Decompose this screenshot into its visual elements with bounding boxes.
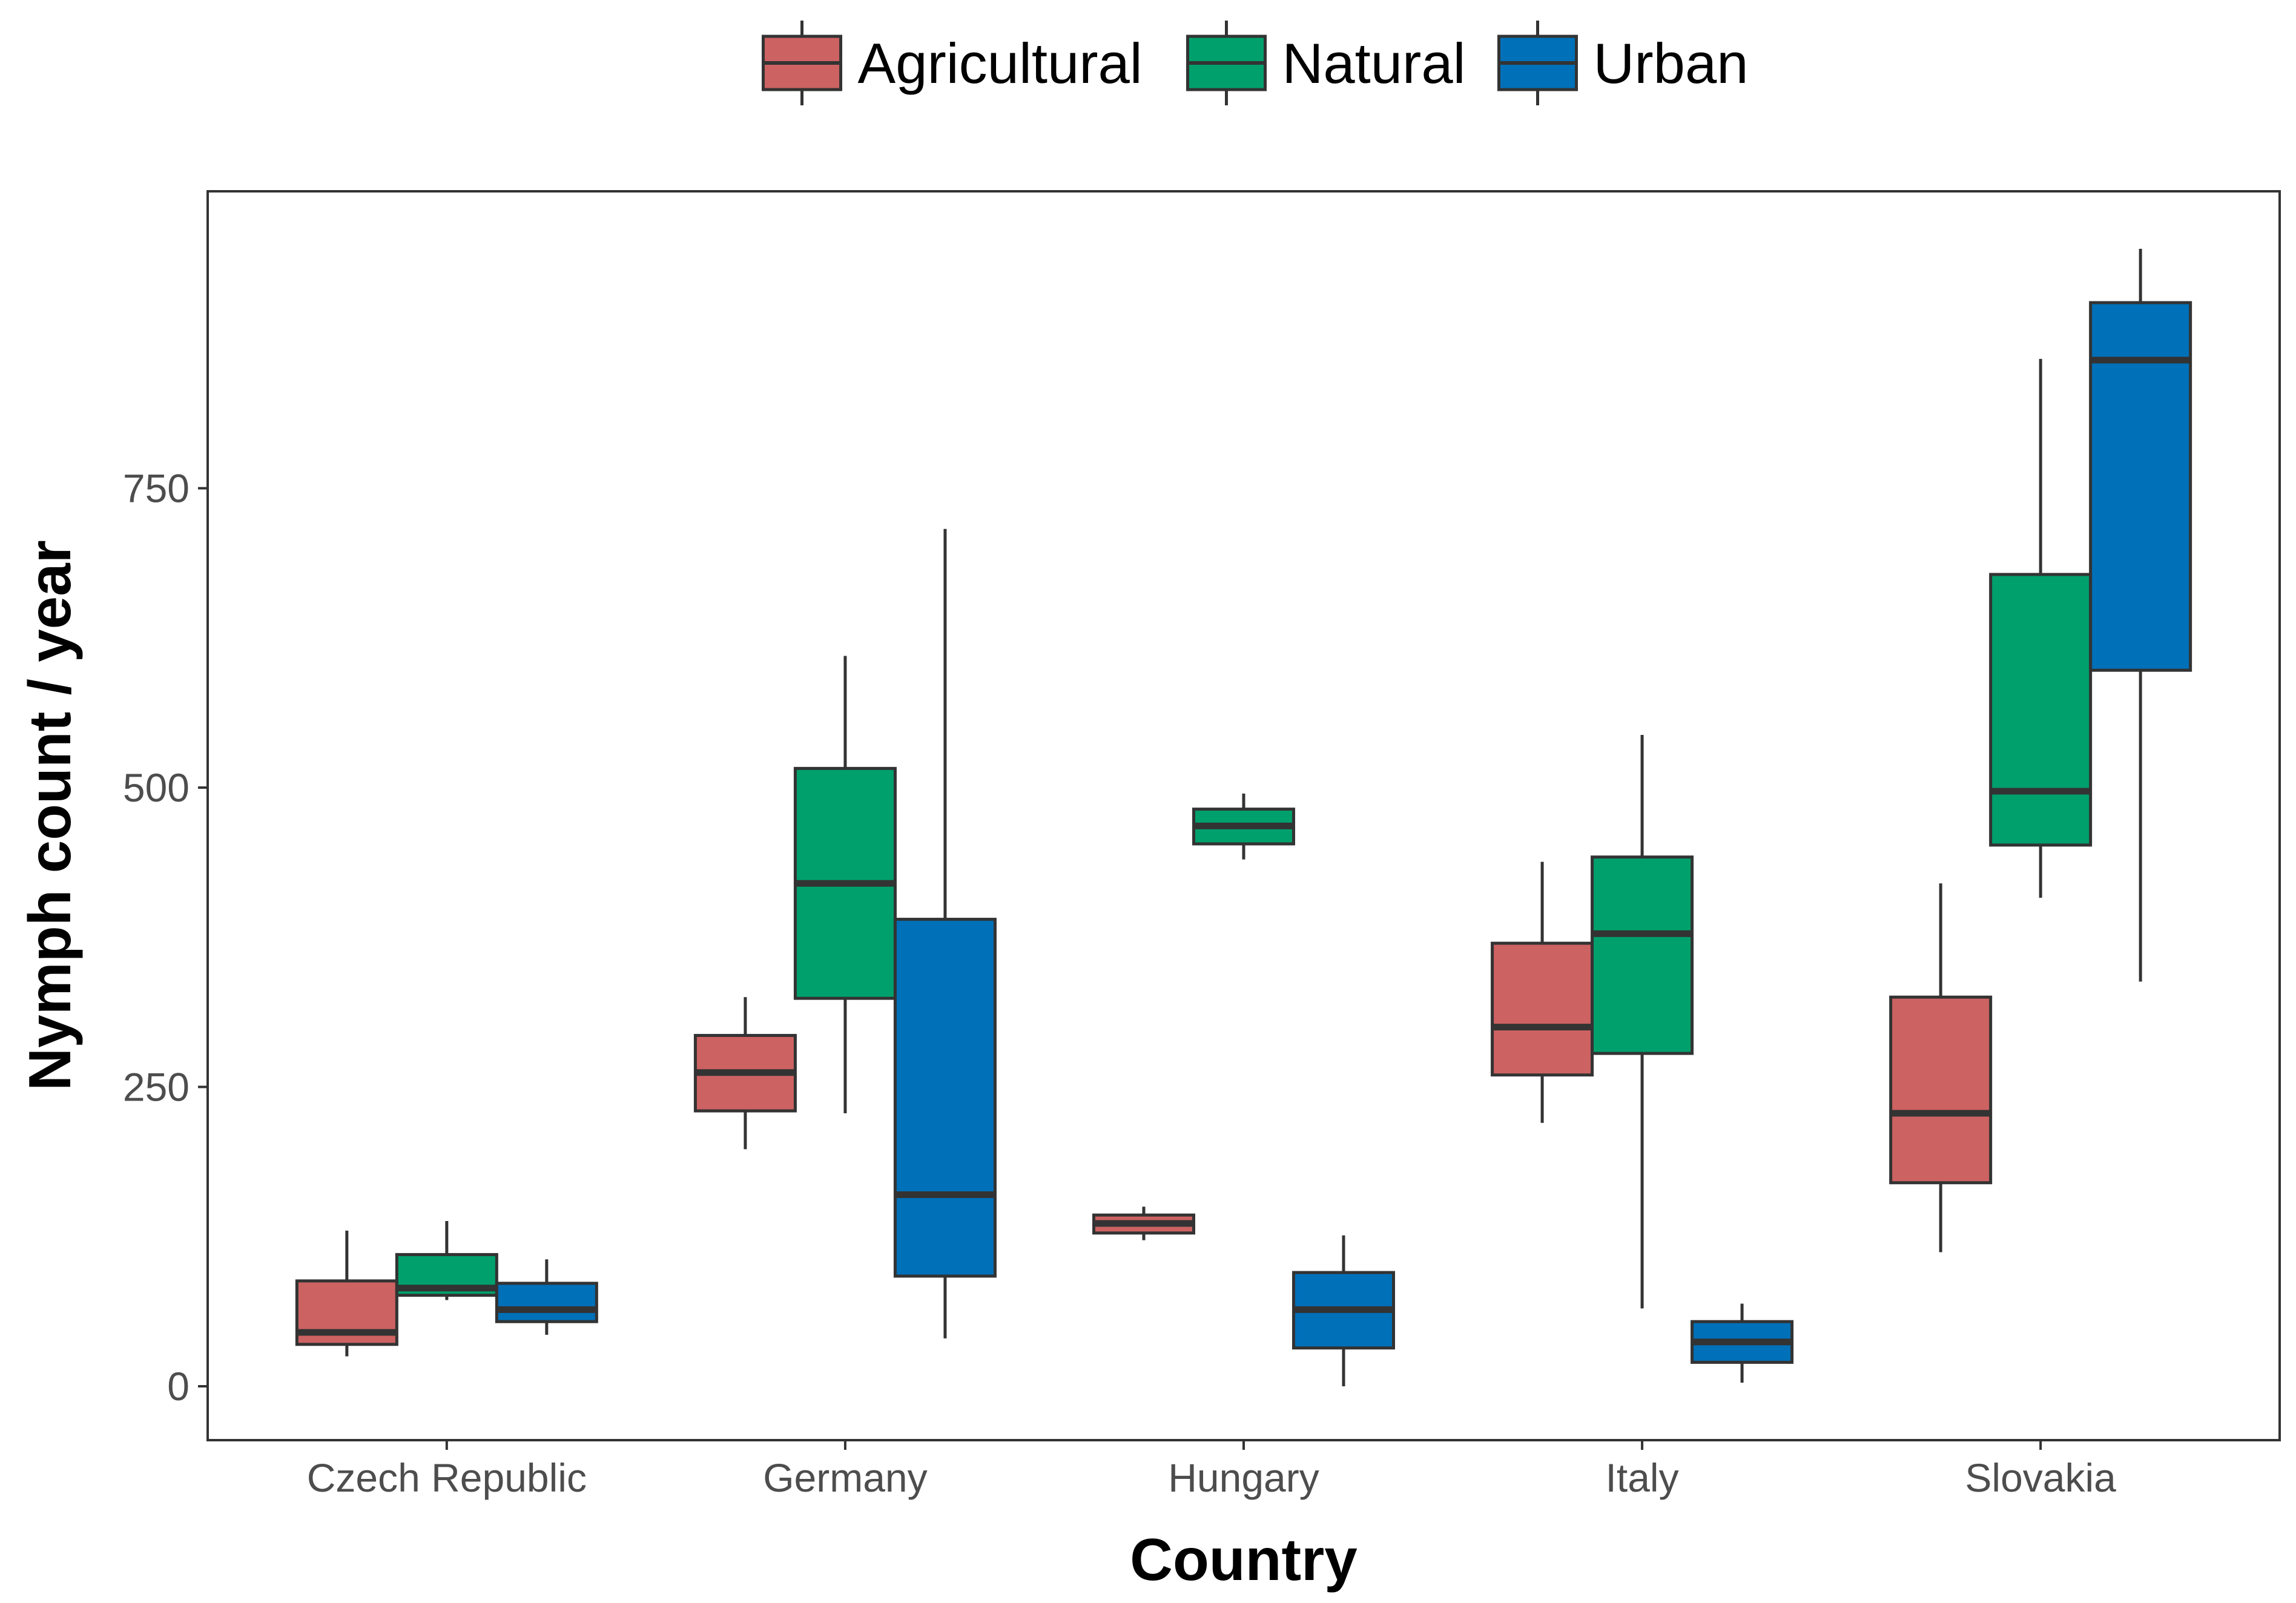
legend-label-natural: Natural	[1282, 31, 1466, 95]
box-iqr	[1989, 573, 2093, 847]
box-natural-italy	[1591, 734, 1694, 1309]
box-agricultural-italy	[1491, 861, 1594, 1123]
box-natural-hungary	[1192, 793, 1295, 860]
box-iqr	[495, 1282, 598, 1323]
y-tick-label-250: 250	[123, 1065, 190, 1110]
box-agricultural-hungary	[1092, 1206, 1195, 1240]
box-urban-czech-republic	[495, 1259, 598, 1335]
x-tick-label-slovakia: Slovakia	[1965, 1455, 2116, 1500]
box-natural-czech-republic	[395, 1221, 498, 1300]
box-natural-slovakia	[1989, 358, 2093, 898]
box-urban-italy	[1691, 1303, 1794, 1383]
legend-label-urban: Urban	[1594, 31, 1749, 95]
box-urban-germany	[893, 528, 997, 1338]
box-iqr	[1491, 941, 1594, 1077]
y-axis-title: Nymph count / year	[16, 540, 83, 1090]
box-urban-hungary	[1292, 1235, 1395, 1386]
legend-item-natural: Natural	[1186, 21, 1466, 105]
boxes-layer	[295, 248, 2192, 1386]
y-tick-label-750: 750	[123, 466, 190, 511]
y-tick-label-500: 500	[123, 765, 190, 810]
legend-item-urban: Urban	[1497, 21, 1749, 105]
y-axis: 0 250 500 750	[123, 466, 208, 1409]
legend-label-agricultural: Agricultural	[858, 31, 1143, 95]
box-agricultural-germany	[693, 997, 797, 1150]
x-tick-label-italy: Italy	[1606, 1455, 1679, 1500]
x-tick-label-hungary: Hungary	[1168, 1455, 1319, 1500]
x-tick-label-czech-republic: Czech Republic	[307, 1455, 587, 1500]
box-iqr	[2089, 301, 2192, 672]
legend: Agricultural Natural Urban	[762, 21, 1749, 105]
x-axis: Czech Republic Germany Hungary Italy Slovaki…	[307, 1440, 2116, 1500]
box-iqr	[1591, 855, 1694, 1055]
box-agricultural-czech-republic	[295, 1230, 398, 1357]
box-urban-slovakia	[2089, 248, 2192, 982]
y-tick-label-0: 0	[167, 1364, 190, 1409]
box-iqr	[1889, 995, 1993, 1185]
legend-item-agricultural: Agricultural	[762, 21, 1143, 105]
x-axis-title: Country	[1130, 1526, 1357, 1593]
box-natural-germany	[793, 656, 897, 1114]
box-agricultural-slovakia	[1889, 883, 1993, 1252]
box-iqr	[893, 918, 997, 1278]
x-tick-label-germany: Germany	[763, 1455, 927, 1500]
